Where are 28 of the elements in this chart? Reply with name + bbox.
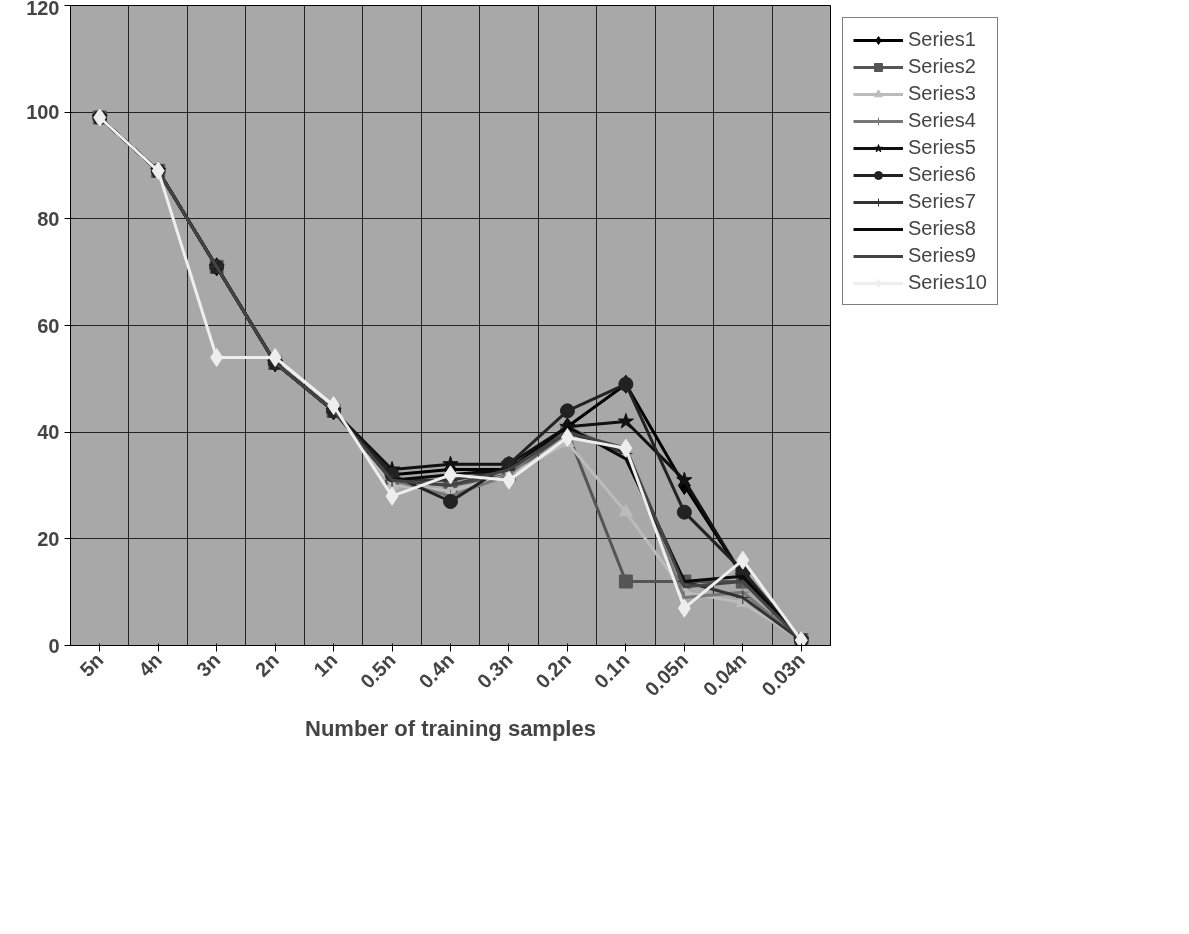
- x-tick-label: 0.1n: [589, 648, 634, 693]
- legend-label: Series2: [908, 55, 976, 78]
- y-tick-label: 40: [37, 421, 60, 444]
- y-tick-label: 100: [26, 101, 60, 124]
- x-tick-label: 0.3n: [472, 648, 517, 693]
- legend-label: Series3: [908, 82, 976, 105]
- y-tick-label: 20: [37, 527, 60, 550]
- x-tick-label: 0.4n: [414, 648, 459, 693]
- legend-label: Series8: [908, 217, 976, 240]
- legend-label: Series1: [908, 28, 976, 51]
- legend-label: Series4: [908, 109, 976, 132]
- legend-label: Series9: [908, 244, 976, 267]
- x-tick-label: 0.2n: [531, 648, 576, 693]
- x-tick-label: 4n: [133, 648, 166, 681]
- x-tick-label: 3n: [192, 648, 225, 681]
- x-axis-title: Number of training samples: [305, 716, 596, 742]
- y-tick-label: 80: [37, 207, 60, 230]
- y-tick-label: 60: [37, 314, 60, 337]
- x-tick-label: 0.5n: [355, 648, 400, 693]
- y-tick-label: 120: [26, 0, 60, 19]
- y-tick-label: 0: [48, 634, 60, 657]
- x-tick-label: 2n: [250, 648, 283, 681]
- legend-label: Series7: [908, 190, 976, 213]
- legend-label: Series10: [908, 271, 987, 294]
- x-tick-label: 1n: [309, 648, 342, 681]
- legend-label: Series6: [908, 163, 976, 186]
- legend-label: Series5: [908, 136, 976, 159]
- x-tick-label: 5n: [75, 648, 108, 681]
